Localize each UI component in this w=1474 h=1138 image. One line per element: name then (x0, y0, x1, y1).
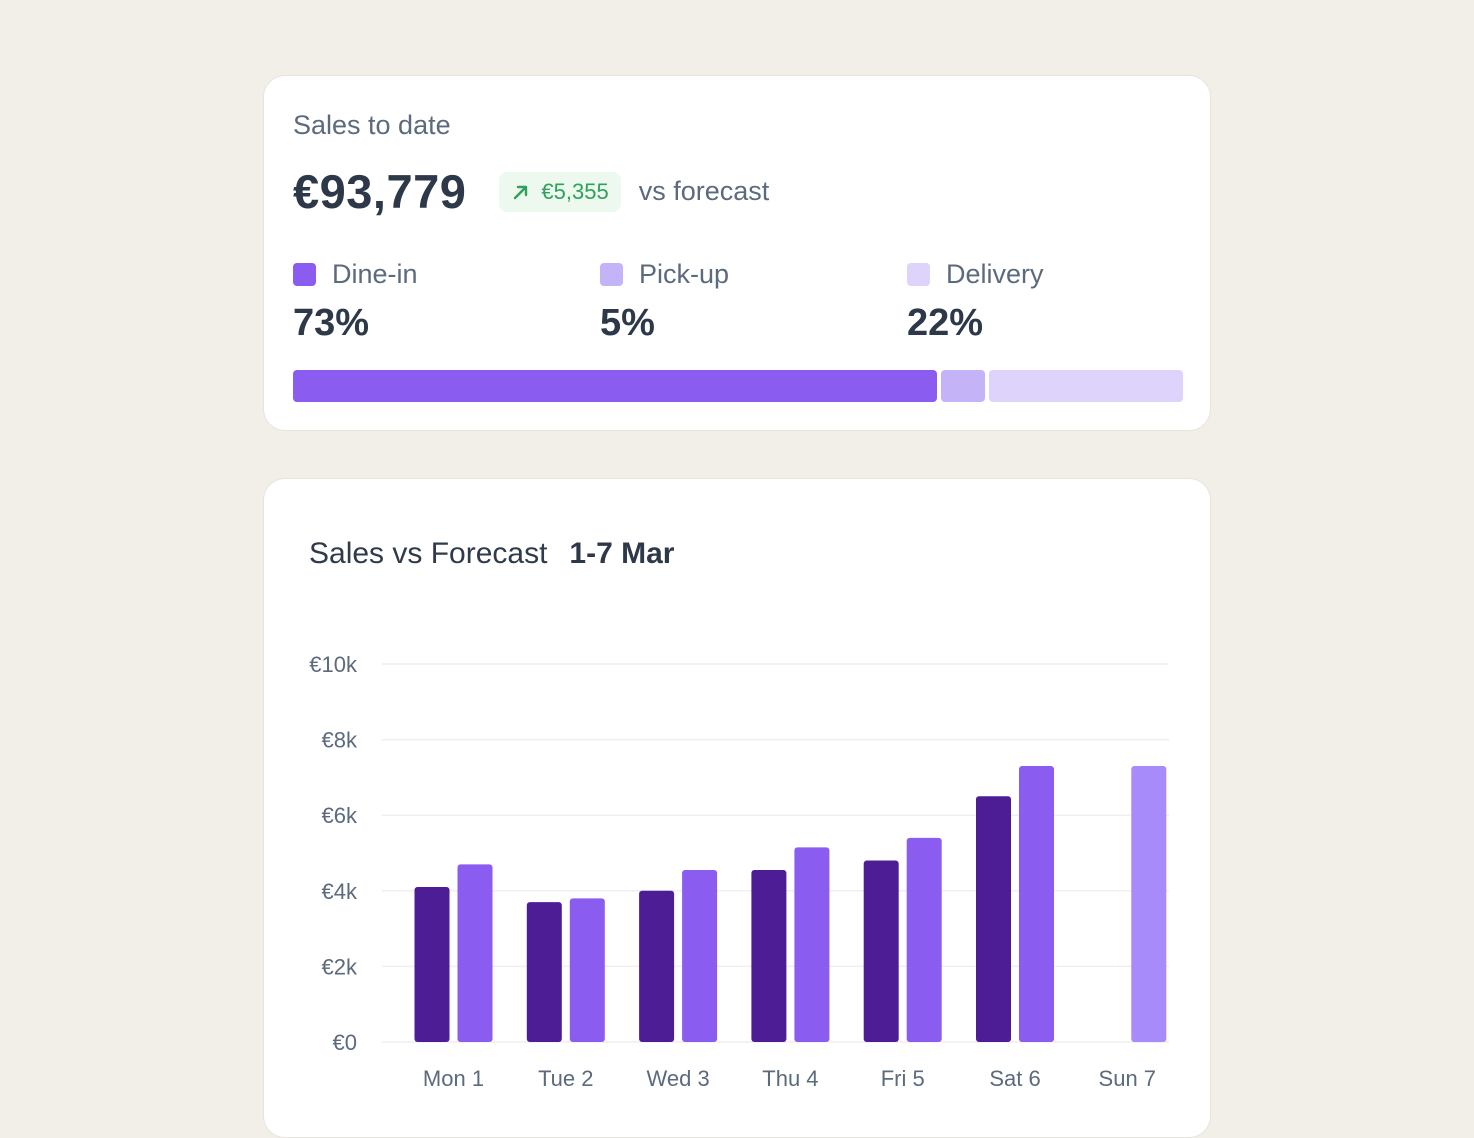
legend-label: Pick-up (639, 259, 730, 289)
bar-forecast (457, 864, 493, 1042)
sales-to-date-label: Sales to date (293, 110, 451, 140)
x-tick-label: Wed 3 (647, 1066, 710, 1091)
legend-item-pick-up: Pick-up 5% (600, 259, 729, 345)
delivery-swatch (907, 263, 930, 286)
delta-suffix: vs forecast (638, 176, 770, 206)
y-tick-label: €6k (322, 803, 358, 828)
y-tick-label: €2k (322, 954, 358, 979)
total-row: €93,779 €5,355 vs forecast (293, 164, 769, 219)
legend-label: Dine-in (332, 259, 418, 289)
bar-forecast (794, 847, 830, 1042)
chart-header: Sales vs Forecast 1-7 Mar (309, 537, 674, 571)
share-segment-delivery (988, 370, 1183, 402)
delta-value: €5,355 (541, 178, 609, 204)
bar-forecast (569, 898, 605, 1042)
y-tick-label: €0 (333, 1030, 357, 1055)
bar-forecast (906, 837, 942, 1042)
x-tick-label: Sun 7 (1099, 1066, 1157, 1091)
channel-share-bar (293, 370, 1183, 402)
bar-sales (976, 796, 1011, 1042)
share-segment-dine-in (293, 370, 937, 402)
bar-sales (863, 860, 899, 1042)
chart-title: Sales vs Forecast (309, 537, 548, 570)
legend-item-dine-in: Dine-in 73% (293, 259, 418, 345)
sales-bar-chart: €0 €2k €4k €6k €8k €10k Mon 1 Tue 2 Wed 3 Thu 4 Fr… (309, 652, 1169, 1091)
bar-sales (526, 902, 562, 1042)
legend-percent: 5% (600, 302, 655, 344)
bar-forecast-upcoming (1131, 766, 1167, 1042)
bar-forecast (1019, 766, 1054, 1042)
legend-item-delivery: Delivery 22% (907, 259, 1044, 345)
bar-sales (639, 890, 675, 1042)
sales-vs-forecast-card: Sales vs Forecast 1-7 Mar €0 €2k €4k €6k €8k… (263, 478, 1211, 1138)
sales-total: €93,779 (293, 165, 467, 218)
x-tick-label: Mon 1 (423, 1066, 484, 1091)
channel-breakdown: Dine-in 73% Pick-up 5% Delivery 22% (293, 259, 1183, 349)
bar-sales (751, 870, 787, 1042)
share-segment-pick-up (940, 370, 985, 402)
legend-label: Delivery (946, 259, 1044, 289)
bar-forecast (682, 870, 718, 1042)
bar-sales (414, 887, 450, 1042)
x-tick-label: Fri 5 (881, 1066, 925, 1091)
legend-percent: 73% (293, 302, 370, 344)
pick-up-swatch (600, 263, 623, 286)
y-tick-label: €8k (322, 728, 358, 753)
y-tick-label: €4k (322, 879, 358, 904)
chart-date-range: 1-7 Mar (569, 537, 675, 570)
x-tick-label: Thu 4 (762, 1066, 818, 1091)
y-tick-label: €10k (309, 652, 358, 677)
delta-badge: €5,355 (499, 171, 621, 212)
arrow-up-right-icon (514, 185, 528, 199)
dine-in-swatch (293, 263, 316, 286)
x-tick-label: Tue 2 (538, 1066, 593, 1091)
x-tick-label: Sat 6 (989, 1066, 1040, 1091)
legend-percent: 22% (907, 302, 984, 344)
sales-summary-card: Sales to date €93,779 €5,355 vs forecast… (263, 75, 1211, 431)
